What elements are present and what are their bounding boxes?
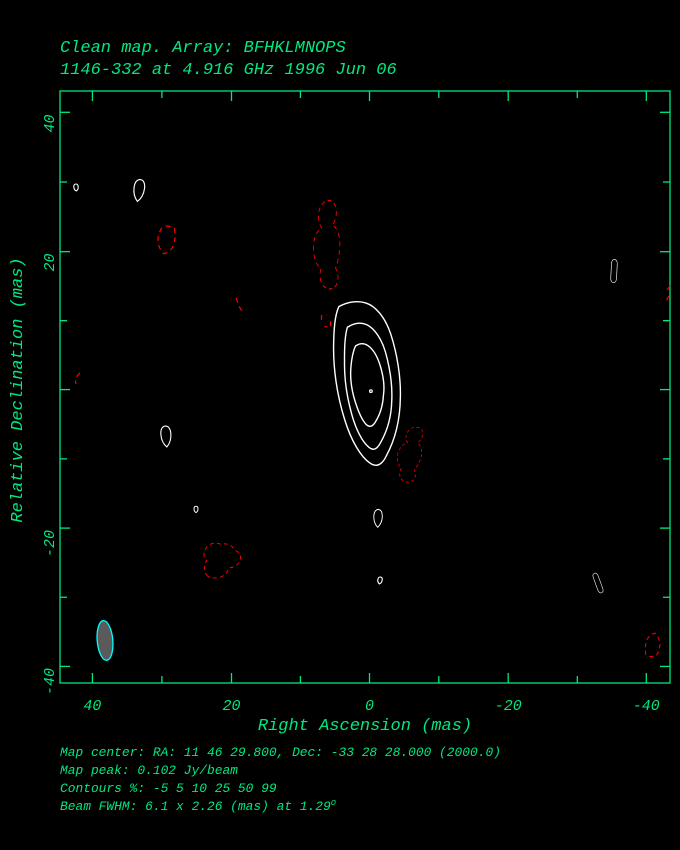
svg-text:Map peak: 0.102 Jy/beam: Map peak: 0.102 Jy/beam	[60, 763, 238, 778]
svg-text:Relative Declination (mas): Relative Declination (mas)	[9, 257, 28, 522]
svg-text:-20: -20	[495, 698, 522, 715]
svg-text:20: 20	[42, 254, 59, 272]
svg-text:Contours %: -5 5 10 25 50 99: Contours %: -5 5 10 25 50 99	[60, 781, 277, 796]
svg-text:0: 0	[365, 698, 374, 715]
svg-text:Map center: RA: 11 46 29.800,: Map center: RA: 11 46 29.800, Dec: -33 2…	[60, 745, 501, 760]
svg-text:1146-332 at 4.916 GHz 1996 Jun: 1146-332 at 4.916 GHz 1996 Jun 06	[60, 61, 397, 80]
svg-text:40: 40	[83, 698, 101, 715]
svg-text:20: 20	[222, 698, 240, 715]
svg-text:-40: -40	[42, 668, 59, 695]
svg-text:-40: -40	[633, 698, 660, 715]
svg-text:Beam FWHM: 6.1 x 2.26 (mas) at: Beam FWHM: 6.1 x 2.26 (mas) at 1.29o	[60, 798, 336, 814]
svg-text:40: 40	[42, 115, 59, 133]
svg-text:-20: -20	[42, 530, 59, 557]
svg-text:Right Ascension (mas): Right Ascension (mas)	[258, 717, 472, 736]
svg-text:Clean map. Array: BFHKLMNOPS: Clean map. Array: BFHKLMNOPS	[60, 39, 346, 58]
